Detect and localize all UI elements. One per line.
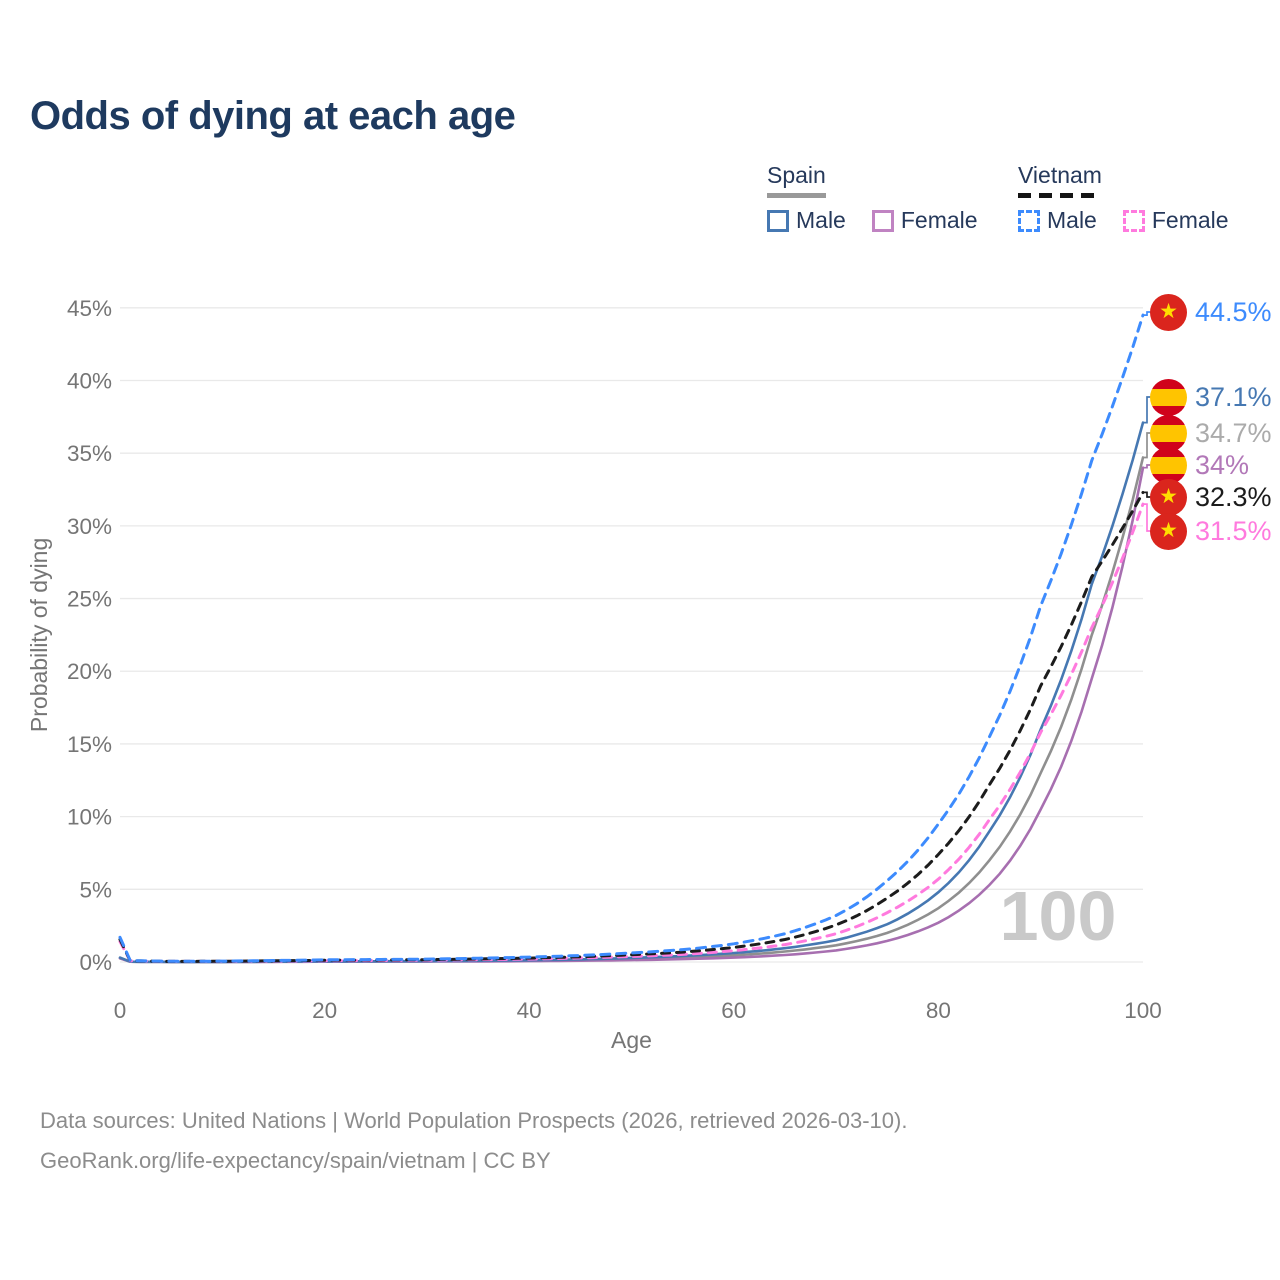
vietnam-flag-icon [1150,512,1187,550]
end-value-vietnam-both: 32.3% [1195,481,1272,512]
x-tick-60: 60 [721,998,746,1023]
series-line-vietnam-both[interactable] [118,490,1145,963]
y-tick-45: 45% [67,296,112,321]
y-tick-25: 25% [67,587,112,612]
spain-flag-icon [1150,378,1187,416]
series-line-vietnam-male[interactable] [118,313,1145,963]
vietnam-line-style-icon [1018,193,1102,198]
legend-group-spain: Spain Male Female [767,162,1004,234]
spain-female-swatch-icon [871,209,894,232]
end-value-spain-female: 34% [1195,449,1250,480]
legend-country-spain: Spain [767,162,826,188]
vietnam-flag-icon [1150,478,1187,516]
hover-age-annotation: 100 [1000,877,1117,955]
y-tick-35: 35% [67,441,112,466]
spain-flag-icon [1150,446,1187,484]
connector-spain-male [1143,396,1151,424]
legend-country-vietnam: Vietnam [1018,162,1102,188]
end-value-vietnam-male: 44.5% [1195,296,1272,327]
end-label-spain-female: 34% [1150,446,1249,484]
y-tick-0: 0% [79,950,112,975]
legend-item-spain-female[interactable]: Female [871,207,978,234]
series-line-spain-male[interactable] [118,421,1145,964]
vietnam-female-swatch-icon [1122,209,1145,232]
legend-label-spain-female: Female [900,207,978,233]
legend-label-vietnam-male: Male [1047,207,1097,233]
legend-items-vietnam: Male Female [1018,207,1255,234]
end-label-vietnam-male: 44.5% [1150,293,1272,331]
end-label-spain-both: 34.7% [1150,414,1272,452]
legend-label-vietnam-female: Female [1151,207,1229,233]
vietnam-male-swatch-icon [1018,209,1040,232]
y-tick-10: 10% [67,805,112,830]
end-label-spain-male: 37.1% [1150,378,1272,416]
end-value-spain-male: 37.1% [1195,381,1272,412]
legend-head-vietnam: Vietnam [1018,162,1102,198]
end-value-spain-both: 34.7% [1195,417,1272,448]
x-axis-label: Age [611,1027,652,1053]
legend-item-vietnam-male[interactable]: Male [1018,207,1097,234]
spain-male-swatch-icon [767,209,789,232]
connector-vietnam-both [1143,491,1151,498]
legend-head-spain: Spain [767,162,826,198]
y-tick-15: 15% [67,732,112,757]
end-label-vietnam-female: 31.5% [1150,512,1272,550]
x-tick-0: 0 [114,998,127,1023]
legend-group-vietnam: Vietnam Male Female [1018,162,1255,234]
vietnam-flag-icon [1150,293,1187,331]
series-line-spain-female[interactable] [118,466,1145,964]
x-tick-100: 100 [1124,998,1162,1023]
end-value-vietnam-female: 31.5% [1195,515,1272,546]
spain-flag-icon [1150,414,1187,452]
spain-line-style-icon [767,193,826,198]
attribution-link-text[interactable]: GeoRank.org/life-expectancy/spain/vietna… [40,1148,551,1173]
y-tick-30: 30% [67,514,112,539]
end-label-vietnam-both: 32.3% [1150,478,1272,516]
series-line-vietnam-female[interactable] [118,502,1145,963]
y-tick-5: 5% [79,877,112,902]
page-title: Odds of dying at each age [30,94,516,138]
connector-spain-both [1143,432,1151,459]
y-tick-40: 40% [67,368,112,393]
connector-spain-female [1143,464,1151,469]
data-sources-text: Data sources: United Nations | World Pop… [40,1108,908,1133]
legend-item-vietnam-female[interactable]: Female [1122,207,1229,234]
legend-item-spain-male[interactable]: Male [767,207,846,234]
legend-label-spain-male: Male [796,207,846,233]
x-tick-80: 80 [926,998,951,1023]
connector-vietnam-female [1143,503,1151,532]
x-tick-40: 40 [517,998,542,1023]
connector-vietnam-male [1143,311,1151,316]
y-axis-label: Probability of dying [26,538,52,732]
legend-items-spain: Male Female [767,207,1004,234]
y-tick-20: 20% [67,659,112,684]
x-tick-20: 20 [312,998,337,1023]
